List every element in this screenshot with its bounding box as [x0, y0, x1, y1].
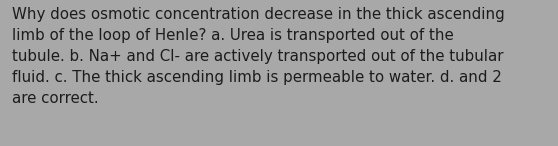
Text: Why does osmotic concentration decrease in the thick ascending
limb of the loop : Why does osmotic concentration decrease … [12, 7, 505, 106]
